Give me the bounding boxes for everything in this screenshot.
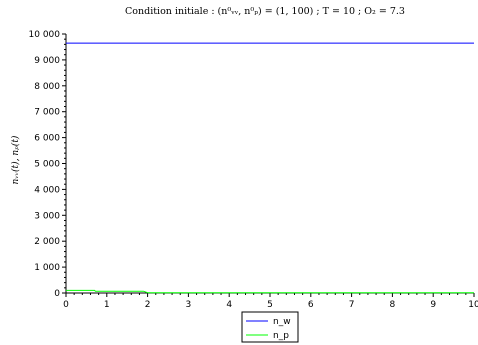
x-tick-label: 1 <box>104 300 110 310</box>
x-tick-label: 6 <box>308 300 314 310</box>
legend-box <box>241 311 299 343</box>
y-tick-label: 5 000 <box>34 160 60 170</box>
legend: n_w n_p <box>241 311 299 343</box>
x-tick-label: 7 <box>349 300 355 310</box>
y-tick-label: 9 000 <box>34 56 60 66</box>
x-tick-label: 3 <box>186 300 192 310</box>
chart-title: Condition initiale : (n⁰ᵥᵥ, n⁰ₚ) = (1, 1… <box>125 6 405 17</box>
axes: 0 1 000 2 000 3 000 4 000 5 000 6 000 7 000 8 00… <box>29 30 478 310</box>
x-tick-label: 2 <box>145 300 151 310</box>
y-tick-label: 6 000 <box>34 134 60 144</box>
y-tick-label: 7 000 <box>34 108 60 118</box>
legend-label-n-w: n_w <box>273 317 291 327</box>
x-tick-label: 8 <box>390 300 396 310</box>
x-tick-label: 5 <box>267 300 273 310</box>
y-axis-label: nᵥᵥ(t), nₚ(t) <box>10 135 21 184</box>
y-tick-label: 0 <box>54 289 60 299</box>
x-tick-label: 0 <box>63 300 69 310</box>
legend-label-n-p: n_p <box>273 331 289 341</box>
x-tick-label: 10 <box>468 300 478 310</box>
y-tick-label: 3 000 <box>34 211 60 221</box>
y-tick-label: 4 000 <box>34 185 60 195</box>
y-tick-label: 2 000 <box>34 237 60 247</box>
series-layer <box>66 42 474 294</box>
series-line-n-p <box>66 289 474 294</box>
x-tick-label: 4 <box>226 300 232 310</box>
y-tick-label: 10 000 <box>29 30 61 40</box>
x-tick-label: 9 <box>430 300 436 310</box>
y-tick-label: 1 000 <box>34 263 60 273</box>
y-tick-label: 8 000 <box>34 82 60 92</box>
